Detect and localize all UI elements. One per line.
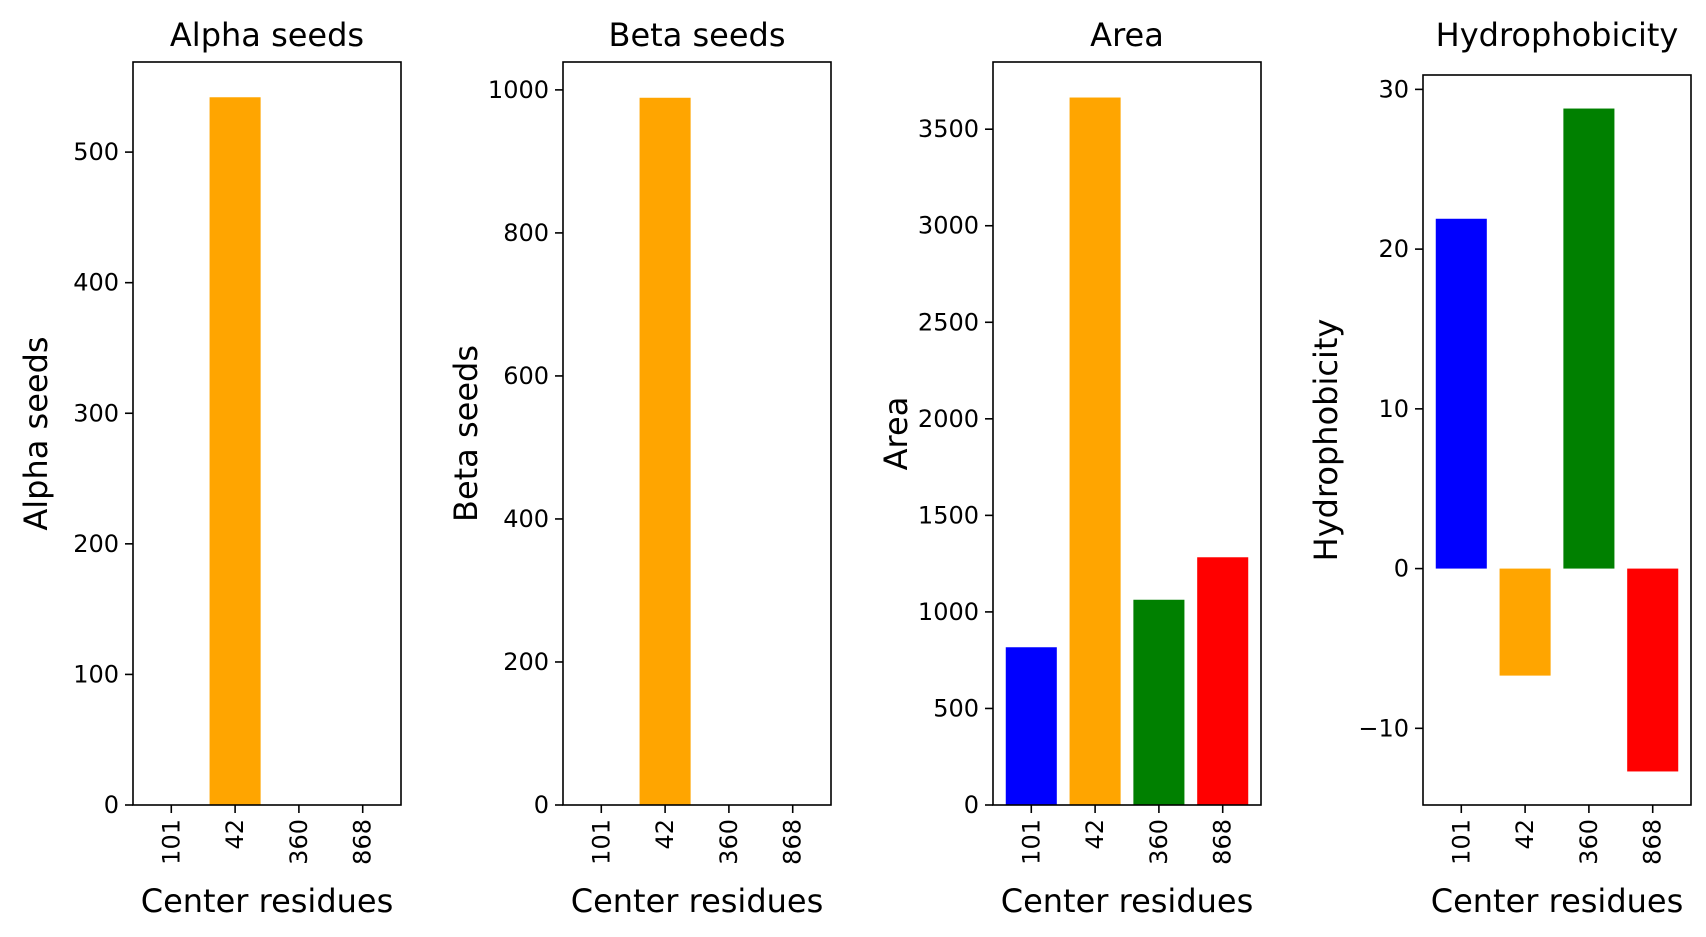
bar-42	[209, 97, 261, 805]
y-axis-label: Area	[877, 397, 915, 471]
bar-868	[1197, 557, 1249, 805]
x-tick-label-360: 360	[715, 819, 743, 865]
x-tick-label-42: 42	[221, 819, 249, 850]
chart-title: Alpha seeds	[170, 16, 364, 54]
y-tick-label: 200	[73, 530, 119, 558]
y-tick-label: 30	[1378, 75, 1409, 103]
x-axis-label: Center residues	[141, 882, 394, 920]
chart-title: Area	[1090, 16, 1164, 54]
bar-42	[1499, 568, 1551, 676]
axes-frame	[1422, 74, 1692, 806]
x-axis-label: Center residues	[1431, 882, 1684, 920]
y-tick-label: 0	[1394, 555, 1409, 583]
y-tick-label: 200	[503, 648, 549, 676]
bar-360	[1563, 108, 1615, 569]
y-tick-label: 500	[73, 138, 119, 166]
y-tick-label: 100	[73, 660, 119, 688]
y-tick-label: 20	[1378, 235, 1409, 263]
bar-868	[1627, 568, 1679, 772]
x-tick-label-42: 42	[1511, 819, 1539, 850]
x-tick-label-42: 42	[1081, 819, 1109, 850]
y-tick-label: 2000	[918, 405, 979, 433]
x-tick-label-101: 101	[587, 819, 615, 865]
chart-panel-3: 0 500 1000 1500 2000 2500 3000 3500 101 42 360 868 A…	[877, 16, 1262, 920]
y-tick-label: 1500	[918, 501, 979, 529]
chart-panel-2: 0 200 400 600 800 1000 101 42 360 868 Beta seeds Ce…	[447, 16, 832, 920]
axes-frame	[562, 61, 832, 806]
x-tick-label-868: 868	[349, 819, 377, 865]
x-tick-label-868: 868	[1639, 819, 1667, 865]
y-tick-label: 300	[73, 399, 119, 427]
chart-title: Beta seeds	[609, 16, 786, 54]
x-axis-label: Center residues	[571, 882, 824, 920]
x-tick-label-360: 360	[1145, 819, 1173, 865]
y-axis-label: Hydrophobicity	[1307, 319, 1345, 562]
x-tick-label-101: 101	[1017, 819, 1045, 865]
x-tick-label-360: 360	[285, 819, 313, 865]
y-tick-label: 1000	[918, 598, 979, 626]
x-tick-label-101: 101	[1447, 819, 1475, 865]
axes-frame	[992, 61, 1262, 806]
y-tick-label: −10	[1358, 714, 1409, 742]
y-tick-label: 0	[534, 791, 549, 819]
chart-title: Hydrophobicity	[1436, 16, 1679, 54]
y-tick-label: 3000	[918, 212, 979, 240]
x-tick-label-360: 360	[1575, 819, 1603, 865]
x-axis-label: Center residues	[1001, 882, 1254, 920]
y-tick-label: 2500	[918, 308, 979, 336]
bar-101	[1435, 218, 1487, 569]
axes-frame	[132, 61, 402, 806]
bar-42	[1069, 97, 1121, 805]
y-tick-label: 0	[104, 791, 119, 819]
y-tick-label: 0	[964, 791, 979, 819]
y-tick-label: 600	[503, 362, 549, 390]
x-tick-label-868: 868	[1209, 819, 1237, 865]
y-tick-label: 3500	[918, 115, 979, 143]
chart-panel-4: −10 0 10 20 30 101 42 360 868 Hydrophobicity Cente…	[1307, 16, 1692, 920]
x-tick-label-101: 101	[157, 819, 185, 865]
y-tick-label: 1000	[488, 76, 549, 104]
chart-panel-1: 0 100 200 300 400 500 101 42 360 868 Alpha seeds Ce…	[17, 16, 402, 920]
y-axis-label: Alpha seeds	[17, 336, 55, 530]
y-tick-label: 10	[1378, 395, 1409, 423]
bar-42	[639, 97, 691, 805]
x-tick-label-868: 868	[779, 819, 807, 865]
bar-360	[1133, 599, 1185, 805]
bar-101	[1005, 647, 1057, 805]
y-tick-label: 400	[503, 505, 549, 533]
y-tick-label: 800	[503, 219, 549, 247]
y-tick-label: 400	[73, 269, 119, 297]
x-tick-label-42: 42	[651, 819, 679, 850]
y-tick-label: 500	[933, 694, 979, 722]
y-axis-label: Beta seeds	[447, 345, 485, 522]
